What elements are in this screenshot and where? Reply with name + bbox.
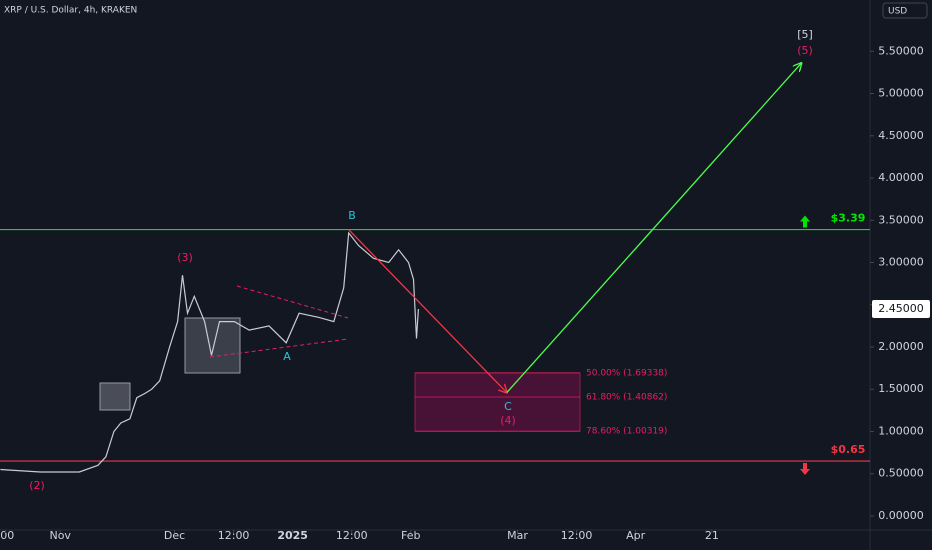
box — [99, 382, 131, 411]
y-tick-label: 3.00000 — [878, 256, 924, 269]
currency: USD — [888, 7, 907, 17]
y-tick-label: 4.50000 — [878, 129, 924, 142]
fib-label: 78.60% (1.00319) — [586, 427, 667, 437]
y-tick-label: 0.50000 — [878, 467, 924, 480]
x-tick-label: Apr — [626, 529, 646, 542]
y-tick-label: 4.00000 — [878, 171, 924, 184]
last-price-box — [872, 299, 930, 318]
x-tick-label: 12:00 — [218, 529, 250, 542]
wave-label: (2) — [29, 479, 45, 492]
x-tick-label: Nov — [49, 529, 71, 542]
currency-box[interactable] — [882, 2, 928, 19]
triangle-line — [209, 338, 349, 358]
triangle-line — [236, 285, 349, 319]
fib-label: 50.00% (1.69338) — [586, 368, 667, 378]
x-tick-label: :00 — [0, 529, 14, 542]
level-arrow — [800, 215, 810, 228]
level-label: $3.39 — [831, 212, 866, 225]
fib-label: 61.80% (1.40862) — [586, 392, 667, 402]
y-tick-label: 0.00000 — [878, 509, 924, 522]
fib-zone — [414, 372, 581, 432]
box — [184, 317, 241, 374]
wave-label: B — [348, 209, 356, 222]
projection-arrow — [348, 229, 507, 393]
y-tick-label: 5.50000 — [878, 44, 924, 57]
plot — [0, 63, 870, 473]
x-tick-label: 12:00 — [561, 529, 593, 542]
x-tick-label: Dec — [164, 529, 185, 542]
level-label: $0.65 — [831, 443, 866, 456]
y-tick-label: 2.00000 — [878, 340, 924, 353]
level-arrow — [800, 463, 810, 476]
last-price-label: 2.45000 — [878, 302, 924, 315]
wave-label: (4) — [500, 414, 516, 427]
y-tick-label: 5.00000 — [878, 87, 924, 100]
x-tick-label: 2025 — [277, 529, 308, 542]
y-tick-label: 3.50000 — [878, 213, 924, 226]
price-line — [0, 231, 419, 473]
chart-title: XRP / U.S. Dollar, 4h, KRAKEN — [4, 6, 137, 16]
x-tick-label: Feb — [401, 529, 420, 542]
x-tick-label: 12:00 — [336, 529, 368, 542]
y-tick-label: 1.50000 — [878, 382, 924, 395]
x-tick-label: 21 — [705, 529, 719, 542]
wave-label: (5) — [797, 44, 813, 57]
x-tick-label: Mar — [507, 529, 528, 542]
y-tick-label: 1.00000 — [878, 424, 924, 437]
wave-label: C — [504, 400, 512, 413]
wave-label: A — [283, 350, 291, 363]
wave-label: [5] — [797, 28, 813, 41]
wave-label: (3) — [177, 251, 193, 264]
projection-arrow — [506, 63, 802, 394]
